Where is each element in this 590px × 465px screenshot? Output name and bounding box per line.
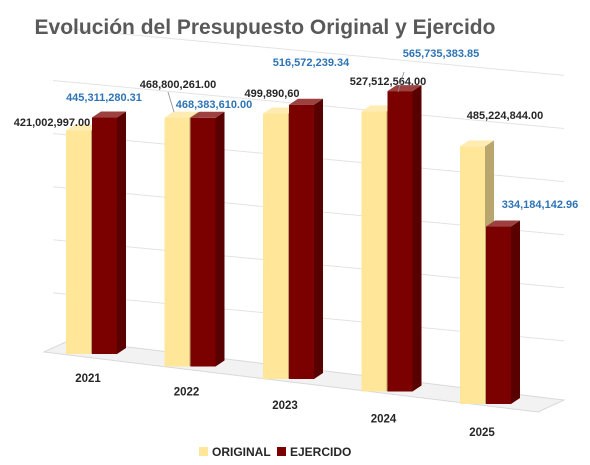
data-label-original-2022: 468,800,261.00 (140, 79, 216, 91)
data-label-original-2021: 421,002,997.00 (14, 117, 90, 129)
data-labels-layer: 421,002,997.00 445,311,280.31468,800,261.… (14, 48, 578, 211)
bars-layer (66, 85, 520, 404)
chart-legend: ORIGINAL EJERCIDO (199, 445, 351, 459)
data-label-ejercido-2023: 516,572,239.34 (273, 57, 350, 69)
category-label-2021: 2021 (75, 373, 101, 385)
leader-line-2022 (167, 91, 175, 113)
chart-title: Evolución del Presupuesto Original y Eje… (35, 16, 496, 39)
gridline-6 (52, 26, 565, 76)
category-label-2022: 2022 (174, 387, 200, 399)
bar-ejercido-2023 (289, 98, 323, 380)
bar-ejercido-2025 (486, 220, 520, 404)
data-label-ejercido-2025: 334,184,142.96 (502, 199, 578, 211)
data-label-original-2025: 485,224,844.00 (467, 110, 543, 122)
category-label-2024: 2024 (371, 414, 397, 426)
legend-swatch-ejercido (277, 447, 286, 456)
leader-line-2024 (397, 71, 405, 93)
data-label-original-2024: 527,512,564.00 (350, 76, 426, 88)
legend-label-original: ORIGINAL (212, 445, 271, 459)
data-label-ejercido-2021: 445,311,280.31 (66, 92, 142, 104)
bar-ejercido-2022 (190, 111, 225, 367)
category-labels-layer: 2021 2022 2023 2024 2025 (75, 373, 495, 439)
category-label-2025: 2025 (469, 427, 495, 439)
category-label-2023: 2023 (272, 400, 298, 412)
legend-swatch-original (199, 447, 208, 456)
data-label-ejercido-2024: 565,735,383.85 (403, 48, 479, 60)
legend-label-ejercido: EJERCIDO (290, 445, 351, 459)
bar-ejercido-2024 (387, 85, 422, 392)
data-label-original-2023: 499,890,60 (244, 88, 299, 100)
bar-ejercido-2021 (92, 111, 126, 355)
data-label-ejercido-2022: 468,383,610.00 (176, 99, 252, 111)
